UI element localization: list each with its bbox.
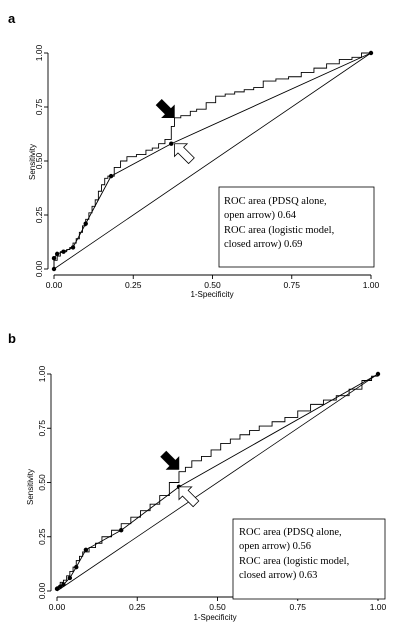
pdsq-roc-point (108, 173, 114, 179)
y-tick-label: 0.50 (37, 474, 47, 491)
x-tick-label: 1.00 (363, 280, 380, 290)
y-tick-label: 1.00 (37, 365, 47, 382)
open-arrow (174, 143, 195, 165)
x-tick-label: 0.50 (204, 280, 221, 290)
y-tick-label: 0.75 (37, 420, 47, 437)
roc-area-legend: ROC area (PDSQ alone, open arrow) 0.56 R… (232, 518, 386, 600)
pdsq-roc-point (70, 245, 76, 250)
pdsq-roc-point (169, 141, 174, 146)
legend-line-3: ROC area (logistic model, (224, 225, 334, 236)
closed-arrow (160, 450, 180, 470)
panel-label: a (8, 11, 16, 26)
empirical-roc-step-line (56, 374, 379, 591)
x-axis-label: 1-Specificity (193, 613, 236, 622)
x-tick-label: 0.25 (129, 602, 146, 612)
legend-line-2: open arrow) 0.64 (224, 210, 297, 221)
reference-diagonal-line (53, 52, 372, 270)
y-tick-label: 0.25 (34, 206, 44, 223)
panel-b: b 0.00 0.25 0.50 0.75 1.00 0.00 0.25 0.50 0.75 1.… (8, 331, 387, 622)
pdsq-roc-point (74, 564, 79, 570)
x-tick-label: 0.75 (289, 602, 306, 612)
reference-diagonal-line (56, 373, 379, 592)
legend-line-3: ROC area (logistic model, (239, 556, 349, 567)
x-tick-label: 0.00 (49, 602, 66, 612)
y-axis-label: Sensitivity (28, 144, 37, 180)
open-arrow-shape (178, 486, 200, 508)
roc-area-legend: ROC area (PDSQ alone, open arrow) 0.64 R… (218, 186, 375, 268)
legend-line-4: closed arrow) 0.63 (239, 570, 317, 581)
x-tick-label: 1.00 (370, 602, 387, 612)
pdsq-roc-point (54, 251, 60, 257)
closed-arrow-shape (155, 99, 175, 119)
pdsq-roc-point (83, 547, 89, 552)
open-arrow (178, 486, 200, 508)
legend-line-2: open arrow) 0.56 (239, 541, 311, 552)
legend-box (218, 186, 375, 268)
x-tick-label: 0.50 (209, 602, 226, 612)
closed-arrow-shape (160, 450, 180, 470)
legend-box (232, 518, 386, 600)
open-arrow-shape (174, 143, 195, 165)
plot-area: 0.00 0.25 0.50 0.75 1.00 0.00 0.25 0.50 0.75 1.00 (34, 44, 380, 290)
y-tick-label: 0.25 (37, 528, 47, 545)
y-tick-label: 0.50 (34, 152, 44, 169)
y-tick-label: 0.00 (34, 260, 44, 277)
legend-line-4: closed arrow) 0.69 (224, 239, 302, 250)
legend-line-1: ROC area (PDSQ alone, (224, 196, 327, 207)
empirical-roc-step-line (53, 52, 371, 269)
x-axis-label: 1-Specificity (190, 290, 233, 299)
legend-line-1: ROC area (PDSQ alone, (239, 527, 342, 538)
pdsq-roc-point (67, 575, 73, 581)
closed-arrow (155, 99, 175, 119)
pdsq-roc-point (51, 256, 57, 261)
panel-label: b (8, 331, 16, 346)
x-tick-label: 0.75 (283, 280, 300, 290)
pdsq-roc-point (119, 528, 124, 533)
y-axis-label: Sensitivity (26, 469, 35, 505)
y-tick-label: 1.00 (34, 44, 44, 61)
y-tick-label: 0.75 (34, 98, 44, 115)
pdsq-roc-point (83, 221, 88, 226)
plot-area: 0.00 0.25 0.50 0.75 1.00 0.00 0.25 0.50 0.75 1.00 (37, 365, 387, 612)
y-tick-label: 0.00 (37, 582, 47, 599)
x-tick-label: 0.25 (125, 280, 142, 290)
pdsq-roc-point (61, 249, 66, 254)
x-tick-label: 0.00 (46, 280, 63, 290)
panel-a: a 0.00 0.25 0.50 0.75 1.00 0.00 0.25 0.50 0.75 1.… (8, 11, 380, 299)
